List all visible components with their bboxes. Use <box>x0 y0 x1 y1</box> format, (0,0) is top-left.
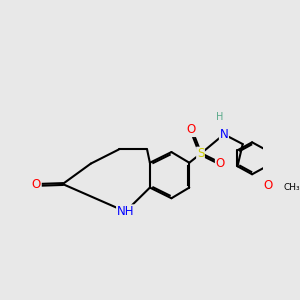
Text: O: O <box>263 179 273 192</box>
Text: NH: NH <box>117 205 134 218</box>
Text: H: H <box>216 112 223 122</box>
Text: O: O <box>32 178 41 191</box>
Text: CH₃: CH₃ <box>284 183 300 192</box>
Text: N: N <box>220 128 228 141</box>
Text: S: S <box>197 147 204 160</box>
Text: O: O <box>187 123 196 136</box>
Text: O: O <box>216 157 225 170</box>
